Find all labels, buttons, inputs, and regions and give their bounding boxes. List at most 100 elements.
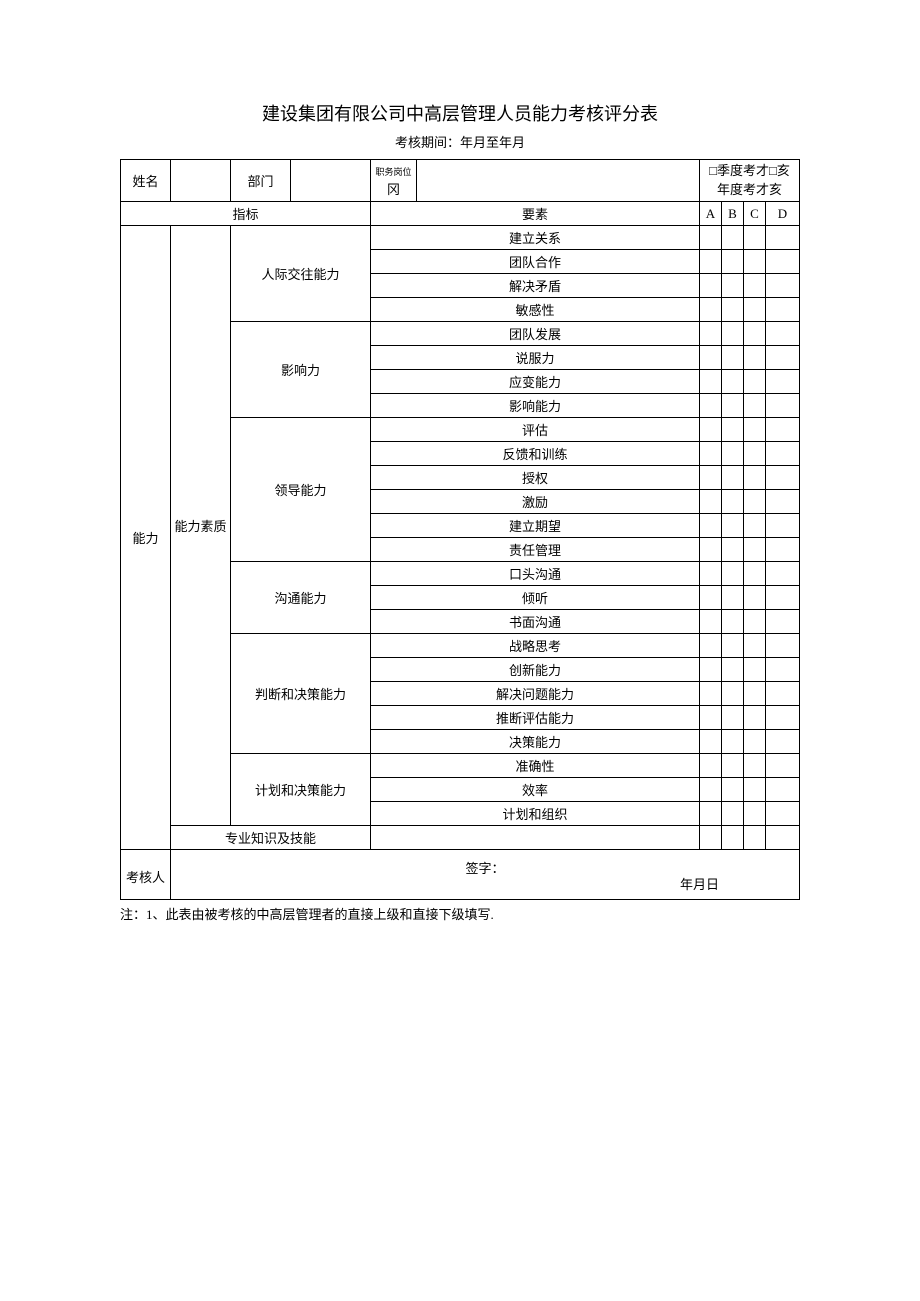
score-b[interactable] — [721, 658, 743, 682]
score-a[interactable] — [699, 370, 721, 394]
score-d[interactable] — [765, 634, 799, 658]
score-b[interactable] — [721, 466, 743, 490]
score-b[interactable] — [721, 634, 743, 658]
score-d[interactable] — [765, 322, 799, 346]
score-b[interactable] — [721, 730, 743, 754]
score-c[interactable] — [743, 538, 765, 562]
score-a[interactable] — [699, 682, 721, 706]
score-b[interactable] — [721, 298, 743, 322]
score-a[interactable] — [699, 562, 721, 586]
score-c[interactable] — [743, 394, 765, 418]
score-c[interactable] — [743, 730, 765, 754]
score-b[interactable] — [721, 394, 743, 418]
score-b[interactable] — [721, 322, 743, 346]
score-a[interactable] — [699, 802, 721, 826]
score-d[interactable] — [765, 730, 799, 754]
score-d[interactable] — [765, 346, 799, 370]
score-b[interactable] — [721, 754, 743, 778]
score-b[interactable] — [721, 682, 743, 706]
signature-cell[interactable]: 签字： 年月日 — [171, 850, 800, 900]
score-d[interactable] — [765, 490, 799, 514]
score-a[interactable] — [699, 730, 721, 754]
score-c[interactable] — [743, 298, 765, 322]
score-c[interactable] — [743, 658, 765, 682]
score-b[interactable] — [721, 418, 743, 442]
score-d[interactable] — [765, 538, 799, 562]
score-b[interactable] — [721, 586, 743, 610]
score-b[interactable] — [721, 370, 743, 394]
score-c[interactable] — [743, 706, 765, 730]
score-a[interactable] — [699, 250, 721, 274]
score-c[interactable] — [743, 682, 765, 706]
score-d[interactable] — [765, 658, 799, 682]
score-d[interactable] — [765, 754, 799, 778]
score-c[interactable] — [743, 826, 765, 850]
score-d[interactable] — [765, 370, 799, 394]
score-c[interactable] — [743, 754, 765, 778]
score-b[interactable] — [721, 778, 743, 802]
score-c[interactable] — [743, 490, 765, 514]
period-type[interactable]: □季度考才□亥 年度考才亥 — [699, 160, 799, 202]
score-c[interactable] — [743, 562, 765, 586]
score-b[interactable] — [721, 538, 743, 562]
post-value[interactable] — [417, 160, 700, 202]
score-a[interactable] — [699, 394, 721, 418]
score-b[interactable] — [721, 250, 743, 274]
score-c[interactable] — [743, 586, 765, 610]
score-a[interactable] — [699, 610, 721, 634]
score-c[interactable] — [743, 802, 765, 826]
name-value[interactable] — [171, 160, 231, 202]
score-d[interactable] — [765, 394, 799, 418]
score-a[interactable] — [699, 514, 721, 538]
score-a[interactable] — [699, 634, 721, 658]
score-d[interactable] — [765, 298, 799, 322]
score-a[interactable] — [699, 658, 721, 682]
score-b[interactable] — [721, 706, 743, 730]
score-b[interactable] — [721, 610, 743, 634]
score-d[interactable] — [765, 442, 799, 466]
score-c[interactable] — [743, 274, 765, 298]
score-c[interactable] — [743, 346, 765, 370]
score-a[interactable] — [699, 418, 721, 442]
score-a[interactable] — [699, 778, 721, 802]
score-d[interactable] — [765, 706, 799, 730]
score-d[interactable] — [765, 802, 799, 826]
score-c[interactable] — [743, 466, 765, 490]
score-c[interactable] — [743, 370, 765, 394]
dept-value[interactable] — [291, 160, 371, 202]
score-a[interactable] — [699, 754, 721, 778]
score-b[interactable] — [721, 226, 743, 250]
score-d[interactable] — [765, 586, 799, 610]
score-a[interactable] — [699, 466, 721, 490]
score-b[interactable] — [721, 802, 743, 826]
score-a[interactable] — [699, 322, 721, 346]
score-b[interactable] — [721, 562, 743, 586]
score-d[interactable] — [765, 682, 799, 706]
score-c[interactable] — [743, 250, 765, 274]
score-a[interactable] — [699, 298, 721, 322]
score-a[interactable] — [699, 538, 721, 562]
score-c[interactable] — [743, 226, 765, 250]
score-b[interactable] — [721, 346, 743, 370]
score-a[interactable] — [699, 346, 721, 370]
score-d[interactable] — [765, 562, 799, 586]
score-b[interactable] — [721, 826, 743, 850]
score-b[interactable] — [721, 490, 743, 514]
score-c[interactable] — [743, 442, 765, 466]
score-d[interactable] — [765, 250, 799, 274]
score-a[interactable] — [699, 586, 721, 610]
score-c[interactable] — [743, 778, 765, 802]
score-a[interactable] — [699, 274, 721, 298]
score-d[interactable] — [765, 826, 799, 850]
score-c[interactable] — [743, 418, 765, 442]
score-a[interactable] — [699, 826, 721, 850]
score-a[interactable] — [699, 490, 721, 514]
score-c[interactable] — [743, 322, 765, 346]
score-d[interactable] — [765, 514, 799, 538]
score-b[interactable] — [721, 514, 743, 538]
score-c[interactable] — [743, 610, 765, 634]
score-d[interactable] — [765, 610, 799, 634]
score-d[interactable] — [765, 418, 799, 442]
score-d[interactable] — [765, 778, 799, 802]
score-d[interactable] — [765, 226, 799, 250]
